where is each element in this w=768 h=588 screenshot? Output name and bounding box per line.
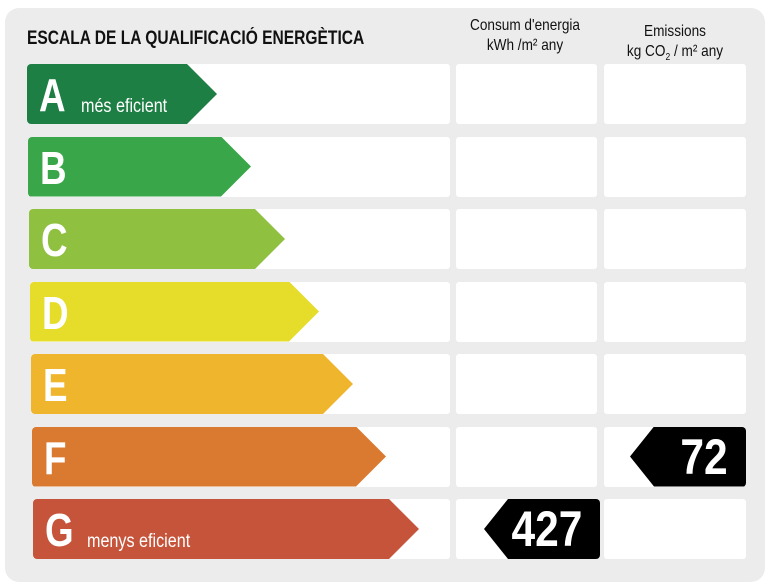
rating-letter: A [39,69,66,121]
energy-cell-a [456,64,597,124]
energy-cell-b [456,136,597,197]
rating-letter: D [42,286,69,339]
rating-arrow-d: D [30,282,319,342]
emissions-value: 72 [680,428,728,485]
emissions-header-unit: kg CO2 / m² any [626,43,724,64]
label-title: ESCALA DE LA QUALIFICACIÓ ENERGÈTICA [27,28,365,49]
rating-letter: G [45,504,74,556]
rating-arrow-e: E [31,354,353,414]
emissions-cell-g [604,499,746,559]
energy-header-title: Consum d'energia [470,17,580,34]
emissions-value-badge: 72 [630,426,746,487]
rating-letter: E [43,359,68,411]
rating-arrow-b: B [28,137,251,197]
emissions-column-header: Emissions kg CO2 / m² any [607,22,743,68]
emissions-cell-b [604,136,746,197]
energy-value-badge: 427 [484,499,600,559]
energy-column-header: Consum d'energia kWh /m² any [457,16,593,56]
energy-cell-d [456,281,597,342]
emissions-cell-c [604,209,746,269]
rating-arrow-a: A més eficient [27,64,217,124]
rating-label: més eficient [81,96,168,117]
rating-letter: F [44,431,67,484]
emissions-header-title: Emissions [644,23,706,40]
rating-label: menys eficient [87,531,191,552]
emissions-cell-a [604,64,746,124]
emissions-cell-d [604,281,746,342]
emissions-cell-e [604,354,746,414]
energy-cell-e [456,354,597,414]
energy-header-unit: kWh /m² any [486,37,564,54]
energy-cell-c [456,209,597,269]
energy-value: 427 [511,501,582,557]
rating-arrow-g: G menys eficient [33,499,419,559]
rating-letter: B [40,141,67,194]
rating-letter: C [41,214,68,266]
energy-cell-f [456,426,597,487]
rating-arrow-f: F [32,427,386,487]
rating-arrow-c: C [29,209,285,269]
